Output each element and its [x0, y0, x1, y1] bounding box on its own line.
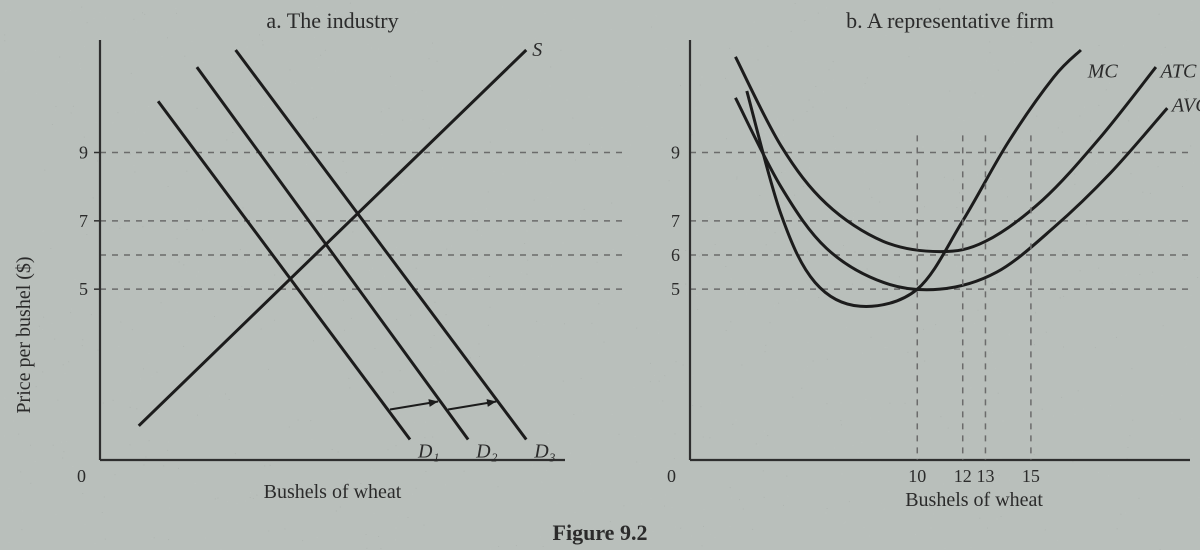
xtick-b: 12 [954, 466, 972, 486]
supply-label: S [532, 39, 542, 61]
xtick-b: 13 [976, 466, 994, 486]
y-axis-label: Price per bushel ($) [13, 256, 35, 413]
origin-a: 0 [77, 466, 86, 486]
ytick-b: 6 [671, 245, 680, 265]
figure-svg: Price per bushel ($) a. The industry 5 7 9 0 S… [0, 0, 1200, 550]
ytick-b: 7 [671, 211, 680, 231]
panel-b-xlabel: Bushels of wheat [905, 489, 1043, 511]
demand-label: D₁ [417, 441, 439, 463]
curve-label-ATC: ATC [1158, 60, 1197, 82]
demand-label: D₂ [475, 441, 497, 463]
panel-b-title: b. A representative firm [846, 8, 1054, 33]
curve-label-MC: MC [1087, 60, 1119, 82]
demand-label: D₃ [533, 441, 555, 463]
curve-label-AVC: AVC [1170, 95, 1200, 117]
ytick: 7 [79, 211, 88, 231]
panel-a-title: a. The industry [266, 8, 398, 33]
xtick-b: 10 [908, 466, 926, 486]
ytick: 9 [79, 143, 88, 163]
ytick: 5 [79, 279, 88, 299]
ytick-b: 5 [671, 279, 680, 299]
xtick-b: 15 [1022, 466, 1040, 486]
origin-b: 0 [667, 466, 676, 486]
ytick-b: 9 [671, 143, 680, 163]
figure-label: Figure 9.2 [553, 520, 648, 545]
panel-a-xlabel: Bushels of wheat [264, 481, 402, 503]
